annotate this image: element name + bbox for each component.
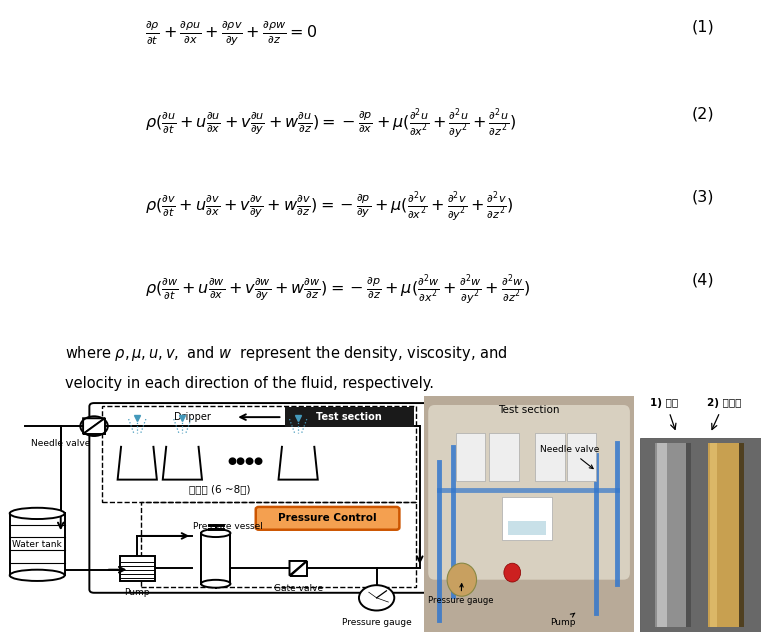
Polygon shape xyxy=(279,446,318,480)
Text: $\rho(\frac{\partial v}{\partial t} + u\frac{\partial v}{\partial x} + v\frac{\p: $\rho(\frac{\partial v}{\partial t} + u\… xyxy=(145,190,514,225)
Text: Pressure gauge: Pressure gauge xyxy=(429,584,494,605)
Text: (4): (4) xyxy=(691,273,714,288)
Bar xyxy=(655,443,691,627)
Text: Pump: Pump xyxy=(125,588,150,597)
FancyBboxPatch shape xyxy=(567,433,597,480)
Ellipse shape xyxy=(201,580,231,588)
Text: velocity in each direction of the fluid, respectively.: velocity in each direction of the fluid,… xyxy=(65,376,434,391)
Bar xyxy=(707,443,740,627)
Text: Pressure vessel: Pressure vessel xyxy=(193,522,263,531)
Ellipse shape xyxy=(10,508,65,519)
Text: Water tank: Water tank xyxy=(12,540,62,549)
Text: Dripper: Dripper xyxy=(173,412,211,422)
FancyBboxPatch shape xyxy=(455,433,485,480)
Text: Test section: Test section xyxy=(498,405,560,415)
FancyBboxPatch shape xyxy=(256,507,400,530)
Bar xyxy=(655,443,686,627)
Text: $\rho(\frac{\partial u}{\partial t} + u\frac{\partial u}{\partial x} + v\frac{\p: $\rho(\frac{\partial u}{\partial t} + u\… xyxy=(145,107,516,141)
Bar xyxy=(201,533,231,584)
Bar xyxy=(508,521,546,535)
FancyBboxPatch shape xyxy=(502,497,552,540)
Bar xyxy=(10,514,65,575)
Text: (2): (2) xyxy=(691,107,714,122)
FancyBboxPatch shape xyxy=(429,405,630,580)
FancyBboxPatch shape xyxy=(489,433,519,480)
FancyBboxPatch shape xyxy=(89,403,429,593)
Text: (3): (3) xyxy=(692,190,714,205)
Text: $\frac{\partial \rho}{\partial t} + \frac{\partial \rho u}{\partial x} + \frac{\: $\frac{\partial \rho}{\partial t} + \fra… xyxy=(145,20,317,48)
Text: Pump: Pump xyxy=(550,613,575,627)
Polygon shape xyxy=(118,446,157,480)
Text: (1): (1) xyxy=(691,20,714,35)
Circle shape xyxy=(447,563,477,596)
Bar xyxy=(711,443,717,627)
Text: Needle valve: Needle valve xyxy=(539,445,599,468)
Text: 비이커 (6 ~8개): 비이커 (6 ~8개) xyxy=(189,484,251,494)
Polygon shape xyxy=(290,561,307,575)
FancyBboxPatch shape xyxy=(285,407,413,427)
Circle shape xyxy=(504,563,521,582)
Polygon shape xyxy=(290,561,307,575)
Polygon shape xyxy=(83,419,105,434)
Text: 2) 네타핀: 2) 네타핀 xyxy=(707,398,741,408)
Text: where $\rho,\mu,u,v,$ and $w$  represent the density, viscosity, and: where $\rho,\mu,u,v,$ and $w$ represent … xyxy=(65,344,507,363)
Text: Needle valve: Needle valve xyxy=(31,439,90,448)
Circle shape xyxy=(359,585,394,611)
FancyBboxPatch shape xyxy=(420,391,639,636)
FancyBboxPatch shape xyxy=(536,433,565,480)
Text: Pressure gauge: Pressure gauge xyxy=(342,618,412,627)
Bar xyxy=(707,443,744,627)
Polygon shape xyxy=(163,446,202,480)
Bar xyxy=(640,438,761,632)
Text: Test section: Test section xyxy=(316,412,382,422)
Text: $\rho(\frac{\partial w}{\partial t} + u\frac{\partial w}{\partial x} + v\frac{\p: $\rho(\frac{\partial w}{\partial t} + u\… xyxy=(145,273,531,308)
Text: Pressure Control: Pressure Control xyxy=(278,514,377,523)
Text: Gate valve: Gate valve xyxy=(274,584,322,593)
Bar xyxy=(120,556,155,581)
Text: ●●●●: ●●●● xyxy=(227,456,263,466)
Ellipse shape xyxy=(10,570,65,581)
Ellipse shape xyxy=(201,529,231,537)
Polygon shape xyxy=(83,419,105,434)
Bar xyxy=(657,443,667,627)
Text: 1) 남경: 1) 남경 xyxy=(650,398,678,408)
